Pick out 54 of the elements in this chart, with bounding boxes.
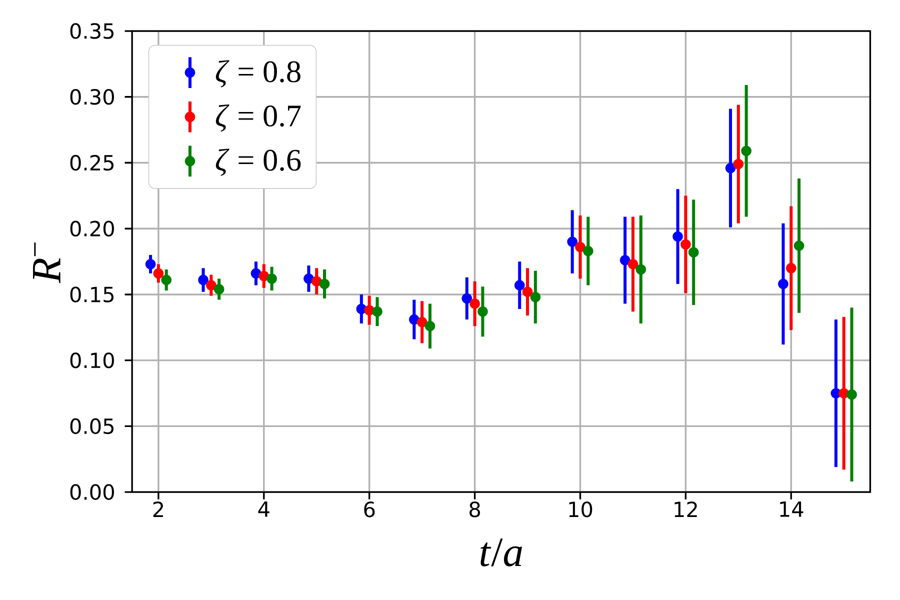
x-tick-label: 12 bbox=[674, 501, 697, 517]
y-tick-label: 0.05 bbox=[70, 418, 114, 434]
y-tick-label: 0.00 bbox=[70, 484, 114, 500]
point bbox=[794, 240, 804, 251]
point bbox=[514, 280, 525, 290]
point bbox=[462, 293, 472, 304]
point bbox=[636, 264, 646, 275]
point bbox=[424, 320, 436, 332]
point bbox=[582, 246, 594, 256]
point bbox=[198, 274, 208, 286]
y-tick-label: 0.35 bbox=[70, 23, 114, 39]
point bbox=[846, 389, 857, 400]
x-tick-label: 6 bbox=[364, 501, 375, 518]
point bbox=[530, 292, 541, 302]
point bbox=[680, 239, 691, 250]
point bbox=[372, 306, 382, 317]
y-tick-label: 0.10 bbox=[70, 352, 114, 368]
point bbox=[214, 284, 224, 294]
x-tick-label: 10 bbox=[569, 501, 592, 518]
point bbox=[470, 298, 480, 309]
legend-label: ζ = 0.6 bbox=[216, 148, 301, 176]
point bbox=[575, 242, 586, 252]
point bbox=[161, 274, 172, 286]
x-tick-label: 14 bbox=[780, 502, 804, 517]
legend-label: ζ = 0.8 bbox=[216, 60, 300, 88]
point bbox=[145, 258, 156, 270]
point bbox=[153, 268, 164, 279]
legend-label: ζ = 0.7 bbox=[216, 104, 301, 132]
point bbox=[319, 278, 330, 290]
point bbox=[416, 316, 428, 328]
point bbox=[741, 146, 752, 156]
point bbox=[266, 273, 278, 284]
point bbox=[250, 268, 262, 279]
y-tick-label: 0.25 bbox=[70, 154, 114, 171]
point bbox=[206, 280, 216, 290]
point bbox=[620, 255, 630, 266]
point bbox=[778, 278, 788, 290]
x-tick-label: 4 bbox=[258, 502, 270, 517]
y-axis-title: R$^{−}$ bbox=[33, 242, 60, 284]
x-tick-label: 8 bbox=[470, 501, 480, 518]
point bbox=[786, 262, 796, 274]
y-tick-label: 0.20 bbox=[70, 220, 114, 236]
point bbox=[628, 258, 638, 270]
point bbox=[733, 158, 744, 170]
y-tick-label: 0.30 bbox=[70, 88, 114, 105]
point bbox=[688, 247, 699, 258]
point bbox=[725, 162, 736, 174]
x-axis-title: t/a bbox=[480, 538, 522, 566]
point bbox=[522, 286, 533, 298]
y-tick-label: 0.15 bbox=[70, 286, 114, 302]
point bbox=[567, 236, 578, 247]
point bbox=[672, 231, 683, 242]
point bbox=[477, 306, 488, 317]
x-tick-label: 2 bbox=[153, 501, 163, 517]
